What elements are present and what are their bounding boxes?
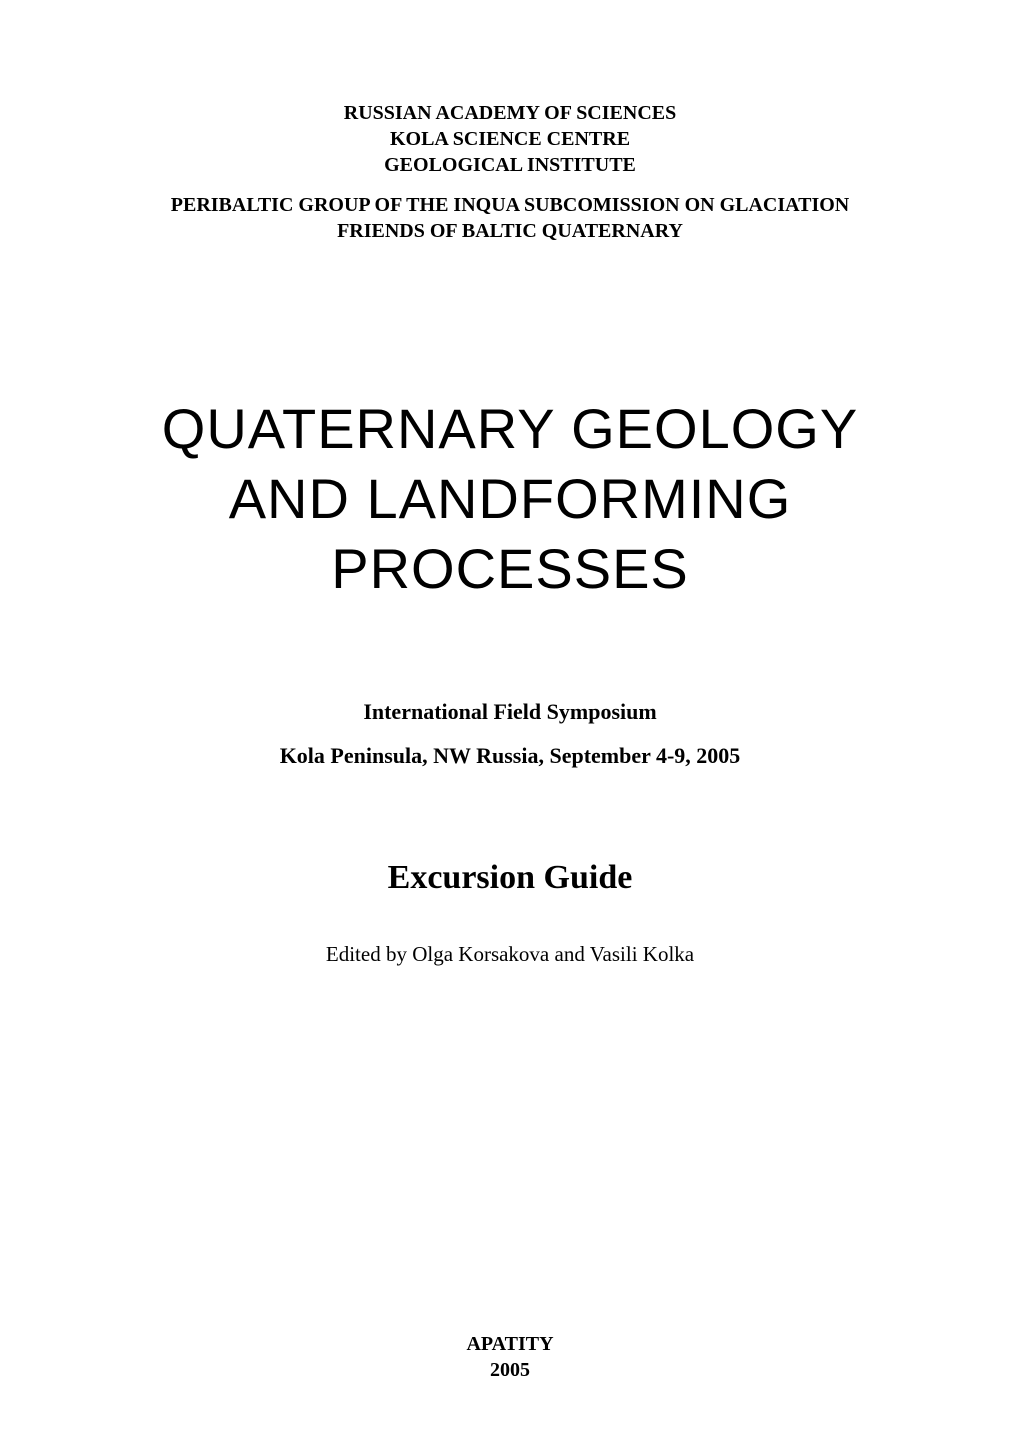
- header-line-2: KOLA SCIENCE CENTRE: [344, 126, 676, 152]
- header-line-3: GEOLOGICAL INSTITUTE: [344, 152, 676, 178]
- footer-place: APATITY: [466, 1331, 553, 1357]
- header-institution-block: RUSSIAN ACADEMY OF SCIENCES KOLA SCIENCE…: [344, 100, 676, 178]
- footer-year: 2005: [466, 1357, 553, 1383]
- header-organization-block: PERIBALTIC GROUP OF THE INQUA SUBCOMISSI…: [171, 192, 849, 244]
- section-heading: Excursion Guide: [388, 859, 633, 897]
- header-line-4: PERIBALTIC GROUP OF THE INQUA SUBCOMISSI…: [171, 192, 849, 218]
- symposium-subtitle: International Field Symposium: [363, 699, 656, 725]
- header-line-5: FRIENDS OF BALTIC QUATERNARY: [171, 218, 849, 244]
- symposium-location-date: Kola Peninsula, NW Russia, September 4-9…: [280, 743, 741, 769]
- document-title: QUATERNARY GEOLOGY AND LANDFORMING PROCE…: [120, 394, 900, 604]
- editors-line: Edited by Olga Korsakova and Vasili Kolk…: [326, 942, 694, 967]
- header-line-1: RUSSIAN ACADEMY OF SCIENCES: [344, 100, 676, 126]
- footer-block: APATITY 2005: [466, 1331, 553, 1383]
